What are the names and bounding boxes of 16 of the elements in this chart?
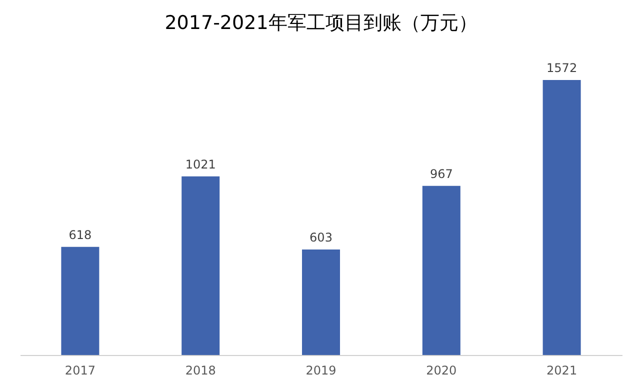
- x-tick-label: 2020: [426, 364, 457, 378]
- x-tick-label: 2018: [185, 364, 216, 378]
- bar: [302, 250, 340, 355]
- data-label: 618: [68, 228, 92, 242]
- chart-title: 2017-2021年军工项目到账（万元）: [164, 12, 478, 34]
- bar: [422, 186, 460, 355]
- data-label: 967: [430, 166, 453, 181]
- data-label: 1021: [185, 157, 216, 172]
- bar: [182, 176, 220, 355]
- bar: [542, 80, 581, 355]
- x-tick-label: 2017: [64, 364, 96, 378]
- x-tick-label: 2019: [306, 364, 336, 378]
- x-tick-label: 2021: [546, 364, 578, 378]
- data-label: 1572: [546, 61, 578, 75]
- bar: [61, 246, 100, 355]
- data-label: 603: [310, 230, 332, 245]
